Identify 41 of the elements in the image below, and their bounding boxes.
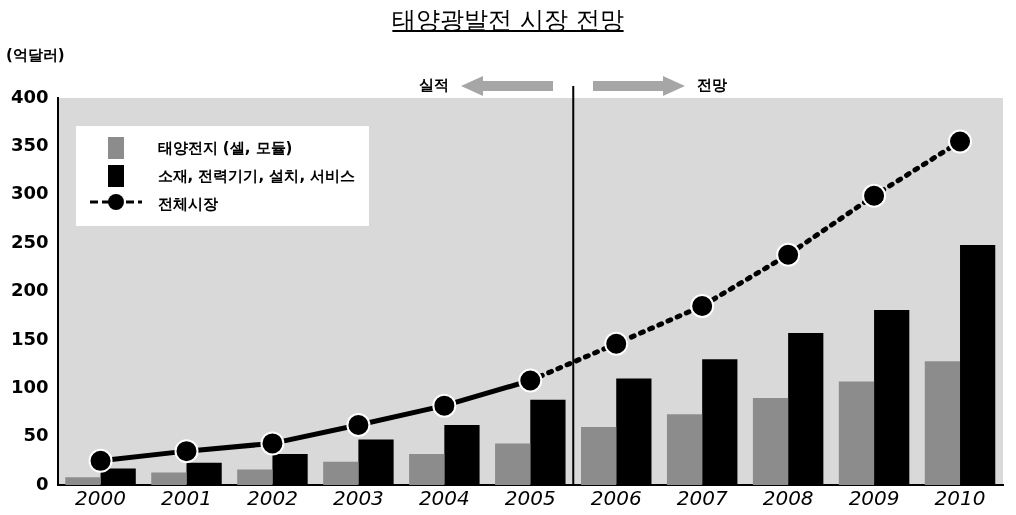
x-tick-label: 2007 [676,486,728,511]
point [690,294,715,319]
point [776,242,801,267]
point [862,183,887,208]
chart-title: 태양광발전 시장 전망 [391,5,625,36]
legend-label: 소재, 전력기기, 설치, 서비스 [157,166,356,186]
y-tick-label: 400 [11,85,49,107]
y-tick-label: 350 [11,134,49,156]
x-tick-label: 2008 [762,486,814,511]
x-tick-label: 2010 [934,486,986,511]
y-tick-label: 0 [36,472,49,494]
y-tick-label: 50 [23,424,49,446]
bar [838,381,875,485]
y-tick-label: 150 [11,327,49,349]
bar [581,426,617,485]
x-tick-label: 2003 [332,486,384,511]
x-tick-label: 2005 [504,486,556,511]
x-tick-label: 2000 [75,486,126,511]
y-tick-label: 250 [11,230,49,252]
legend-label: 태양전지 (셀, 모듈) [157,138,293,158]
x-tick-label: 2006 [590,486,642,511]
point [604,331,629,356]
bar [151,472,187,485]
y-tick-label: 300 [11,182,49,204]
x-tick-label: 2001 [161,486,212,511]
point [948,129,973,154]
legend-label: 전체시장 [157,194,218,214]
x-tick-label: 2004 [418,486,470,511]
bar [65,477,101,485]
y-axis-title: (억달러) [6,46,65,65]
y-tick-label: 200 [11,279,49,301]
bar [924,361,961,485]
bar [666,414,703,485]
x-tick-label: 2002 [246,486,298,511]
text: 실적 [419,76,450,95]
x-tick-label: 2009 [848,486,900,511]
bar [237,469,273,485]
bar [752,397,789,485]
text: 전망 [697,76,728,95]
y-tick-label: 100 [11,375,49,397]
bar [323,461,359,485]
